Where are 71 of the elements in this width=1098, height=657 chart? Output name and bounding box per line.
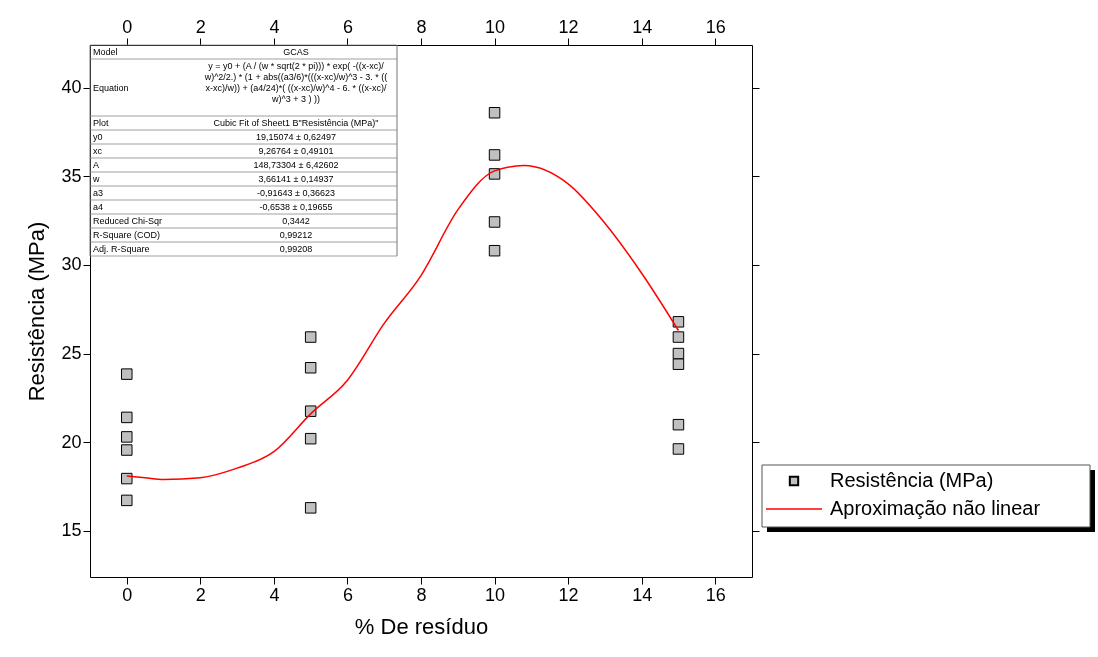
annotation: w [92,174,100,184]
x-tick-label: 10 [485,584,506,605]
point [488,149,501,161]
x2-tick-label: 0 [122,16,133,37]
point [488,216,501,228]
point [304,432,317,445]
point [121,411,133,424]
point [672,316,685,328]
point [672,358,685,370]
point [121,368,133,380]
annotation: 19,15074 ± 0,62497 [255,132,337,142]
annotation: A [93,160,100,170]
x-tick-label: 16 [705,584,726,605]
annotation: -0,91643 ± 0,36623 [256,188,336,198]
annotation: 9,26764 ± 0,49101 [258,146,334,156]
annotation: -0,6538 ± 0,19655 [259,202,333,212]
annotation: xc [93,146,103,156]
annotation: a3 [93,188,104,198]
legend-label: Aproximação não linear [830,497,1041,519]
x2-tick-label: 14 [632,16,653,37]
annotation: 0,3442 [282,216,310,226]
annotation: Equation [93,82,129,93]
point [304,331,317,343]
x2-tick-label: 4 [269,16,280,37]
y-tick-label: 15 [61,520,82,541]
x2-tick-label: 12 [558,16,579,37]
y-axis-title: Resistência (MPa) [24,221,50,402]
point [488,244,501,257]
x2-tick-label: 6 [342,16,353,37]
point [121,494,133,507]
x-tick-label: 8 [416,584,427,605]
x-tick-label: 14 [632,584,653,605]
point [121,444,133,456]
x-tick-label: 2 [195,584,206,605]
x-tick-label: 12 [558,584,579,605]
annotation: y = y0 + (A / (w * sqrt(2 * pi))) * exp( -((x-xc)/w)^2/2.) * (1 + abs((a3/6)*(((x-xc)/w)^3 - 3. * ((x-xc)/w)) + (a4/24)*( ((x-xc)/w)^4 - 6. * ((x-xc)/w)^3 + 3 ) )) [203,61,388,104]
annotation: a4 [93,202,104,212]
annotation: Model [93,47,118,57]
point [672,418,685,431]
annotation: Reduced Chi-Sqr [93,216,163,226]
x-tick-label: 6 [342,584,353,605]
y-tick-label: 40 [61,77,82,98]
annotation: Cubic Fit of Sheet1 B"Resistência (MPa)" [213,118,379,128]
annotation: 148,73304 ± 6,42602 [253,160,339,170]
annotation: GCAS [283,47,309,57]
annotation: 0,99212 [279,230,313,240]
point [672,331,685,343]
y-tick-label: 35 [61,165,82,186]
y-tick-label: 30 [61,254,82,275]
annotation: Adj. R-Square [93,244,150,254]
point [121,431,133,443]
annotation: 0,99208 [279,244,313,254]
annotation: 3,66141 ± 0,14937 [258,174,334,184]
point [488,107,501,119]
x2-tick-label: 2 [195,16,206,37]
point [121,472,133,485]
x2-tick-label: 8 [416,16,427,37]
y-tick-label: 20 [61,431,82,452]
point [672,443,685,455]
legend-label: Resistência (MPa) [830,469,994,491]
point [304,362,317,374]
x-axis-title: % De resíduo [354,613,489,639]
annotation: R-Square (COD) [93,230,161,240]
x-tick-label: 0 [122,584,133,605]
annotation: Plot [93,118,110,128]
point [304,502,317,514]
y-tick-label: 25 [61,343,82,364]
x2-tick-label: 16 [705,16,726,37]
x2-tick-label: 10 [485,16,506,37]
x-tick-label: 4 [269,584,280,605]
annotation: y0 [93,132,103,142]
